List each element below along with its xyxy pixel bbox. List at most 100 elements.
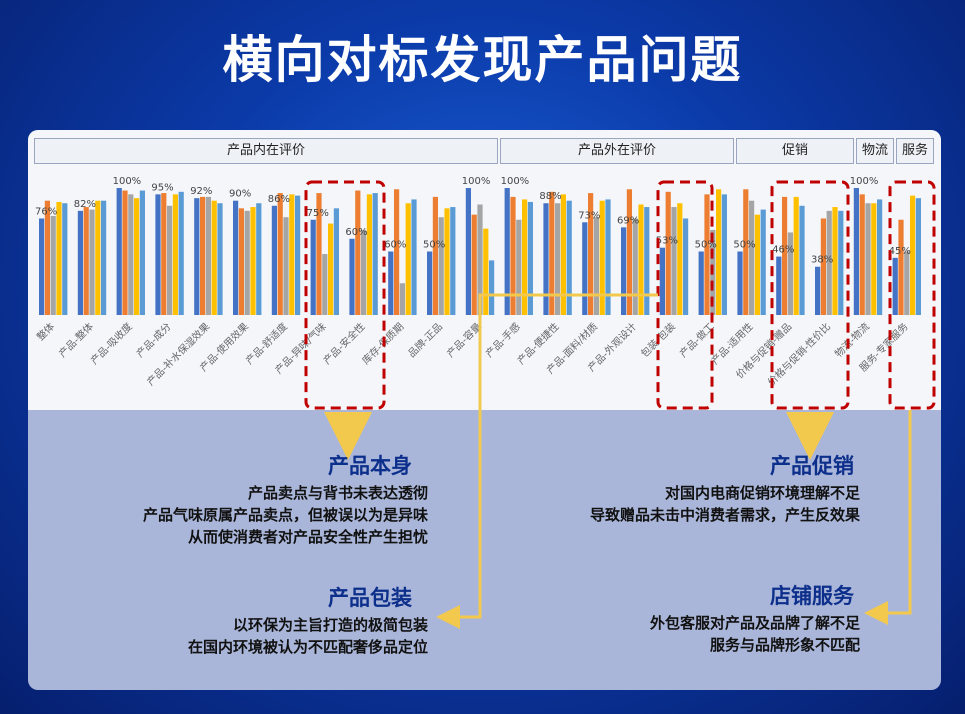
bar (167, 205, 173, 315)
bar (372, 193, 378, 315)
data-label: 100% (462, 176, 491, 187)
bar (83, 207, 89, 315)
bar (898, 219, 904, 315)
connector-packaging (436, 293, 658, 629)
text-line: 对国内电商促销环境理解不足 (664, 484, 860, 502)
bar (427, 251, 433, 315)
bar (677, 203, 683, 315)
bar (139, 190, 145, 315)
text-line: 从而使消费者对产品安全性产生担忧 (187, 528, 428, 546)
bar (211, 200, 217, 315)
page-title: 横向对标发现产品问题 (222, 31, 743, 89)
bar (349, 238, 355, 315)
text-line: 产品气味原属产品卖点，但被误以为是异味 (142, 506, 428, 524)
section-body-product-pack: 以环保为主旨打造的极简包装 在国内环境被认为不匹配奢侈品定位 (48, 614, 428, 658)
content-panel: 产品内在评价 产品外在评价 促销 物流 服务 76% 82% 100% 95% 92% 9… (28, 130, 941, 690)
data-label: 88% (539, 191, 561, 202)
bar (44, 200, 50, 315)
bar (355, 190, 361, 315)
bar (116, 188, 122, 315)
data-label: 50% (695, 240, 717, 251)
section-body-store: 外包客服对产品及品牌了解不足 服务与品牌形象不匹配 (458, 612, 860, 656)
category-label: 产品-整体 (56, 320, 96, 360)
bar (555, 203, 561, 315)
bar (471, 214, 477, 315)
bar (815, 266, 821, 315)
bar (644, 207, 650, 315)
bar (277, 193, 283, 315)
bar (754, 214, 760, 315)
bar (853, 188, 859, 315)
data-label: 50% (423, 240, 445, 251)
bar (659, 247, 665, 315)
bar (799, 205, 805, 315)
data-label: 100% (113, 176, 142, 187)
category-label: 产品-容量 (444, 320, 484, 360)
data-label: 60% (345, 227, 367, 238)
section-title-promotion: 产品促销 (770, 454, 854, 478)
data-label: 69% (617, 215, 639, 226)
header-promotion: 促销 (736, 138, 854, 164)
bar (892, 257, 898, 315)
bar (62, 203, 68, 315)
bar (438, 217, 444, 315)
highlight-box-service (888, 180, 936, 410)
bar (527, 201, 533, 315)
bar (820, 218, 826, 315)
bar (361, 229, 367, 315)
bar (134, 198, 140, 315)
bar (698, 251, 704, 315)
bar (632, 218, 638, 315)
bar (826, 210, 832, 315)
bar (465, 188, 471, 315)
bar (776, 256, 782, 315)
category-label: 品牌-正品 (405, 320, 445, 360)
bar (904, 251, 910, 315)
bar (704, 194, 710, 315)
bar (760, 209, 766, 315)
text-line: 导致赠品未击中消费者需求，产生反效果 (589, 506, 860, 524)
data-label: 90% (229, 189, 251, 200)
bar (450, 207, 456, 315)
category-label: 产品-补水保湿效果 (144, 320, 212, 388)
header-logistics: 物流 (856, 138, 894, 164)
bar (244, 210, 250, 315)
data-label: 75% (307, 208, 329, 219)
data-label: 76% (35, 206, 57, 217)
category-label: 产品-手感 (483, 320, 523, 360)
bar (295, 195, 301, 315)
bar (388, 251, 394, 315)
bar (256, 203, 262, 315)
bar (510, 196, 516, 315)
category-label: 物流-物流 (832, 320, 872, 360)
data-label: 38% (811, 255, 833, 266)
bar (444, 208, 450, 315)
bar (283, 217, 289, 315)
data-label: 86% (268, 194, 290, 205)
section-body-promotion: 对国内电商促销环境理解不足 导致赠品未击中消费者需求，产生反效果 (458, 482, 860, 526)
connector-service (864, 410, 912, 625)
bar (328, 223, 334, 315)
bar (671, 207, 677, 315)
bar (504, 188, 510, 315)
bar (915, 198, 921, 315)
bar (588, 193, 594, 315)
bar (566, 200, 572, 315)
bar (411, 199, 417, 315)
bar (161, 193, 167, 315)
text-line: 外包客服对产品及品牌了解不足 (649, 614, 860, 632)
data-label: 100% (501, 176, 530, 187)
bar (200, 196, 206, 315)
section-body-product-self: 产品卖点与背书未表达透彻 产品气味原属产品卖点，但被误以为是异味 从而使消费者对… (48, 482, 428, 548)
bar (89, 209, 95, 315)
category-label: 整体 (34, 320, 57, 343)
bar (782, 196, 788, 315)
bar (522, 199, 528, 315)
bar (322, 254, 328, 315)
bar (859, 194, 865, 315)
bar (172, 194, 178, 315)
text-line: 产品卖点与背书未表达透彻 (247, 484, 428, 502)
bar (716, 189, 722, 315)
bar (516, 219, 522, 315)
bar (749, 200, 755, 315)
